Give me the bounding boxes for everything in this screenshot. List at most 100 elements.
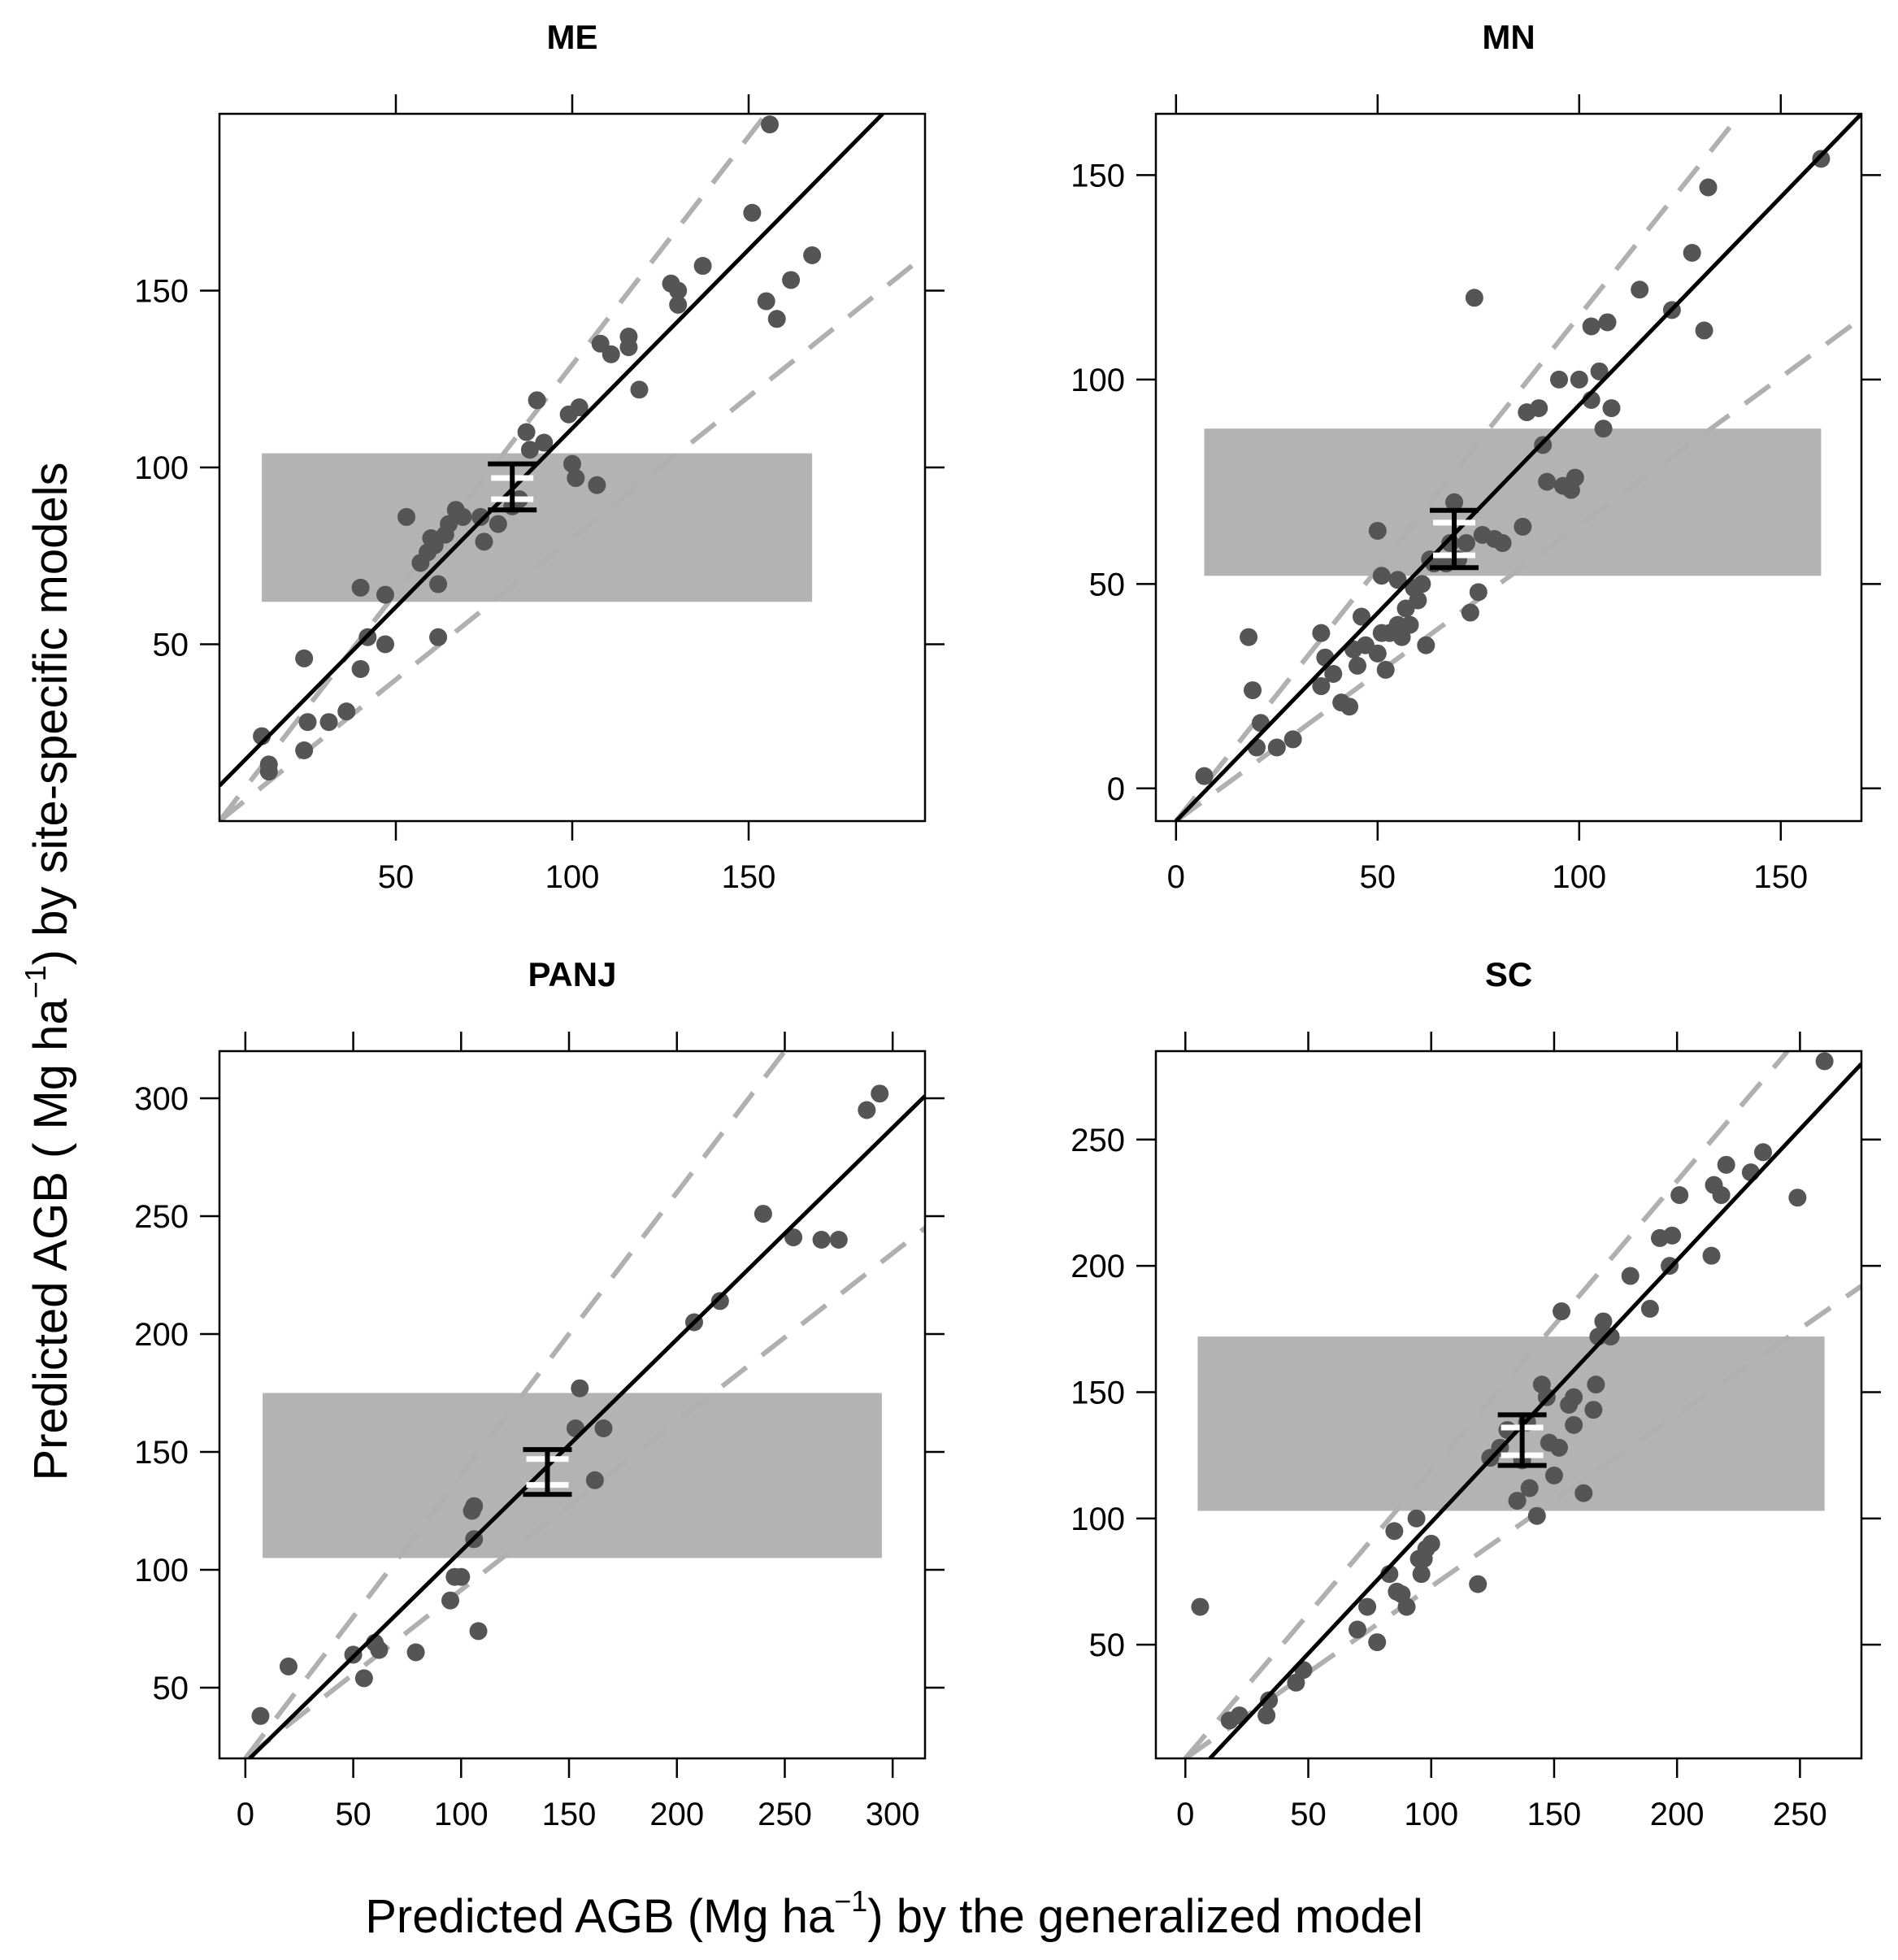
x-tick-label: 150 xyxy=(722,859,776,895)
data-point xyxy=(585,1471,604,1489)
data-point xyxy=(351,578,370,597)
data-point xyxy=(1195,767,1214,785)
x-tick-label: 100 xyxy=(545,859,600,895)
x-tick-label: 150 xyxy=(542,1797,597,1832)
data-point xyxy=(1602,399,1621,418)
data-point xyxy=(1409,591,1427,610)
data-point xyxy=(594,1419,613,1437)
plot-area xyxy=(243,1051,925,1758)
x-tick-label: 100 xyxy=(1404,1797,1458,1832)
data-point xyxy=(1621,1267,1640,1285)
data-point xyxy=(1815,1052,1834,1071)
data-point xyxy=(784,1228,803,1247)
panel-frame xyxy=(218,1050,927,1760)
y-tick-label: 150 xyxy=(1071,1375,1125,1410)
data-point xyxy=(1397,1597,1416,1616)
data-point xyxy=(782,271,801,289)
dashed-lower-line xyxy=(1184,1284,1861,1758)
panel-frame xyxy=(1154,112,1863,823)
data-point xyxy=(259,763,278,781)
y-tick-label: 150 xyxy=(134,274,189,310)
data-point xyxy=(1465,289,1483,307)
dashed-lower-line xyxy=(244,1226,925,1758)
data-point xyxy=(489,515,507,533)
x-tick-label: 50 xyxy=(1360,859,1396,895)
data-point xyxy=(1584,1401,1603,1419)
data-point xyxy=(429,575,448,593)
mean-errorbar xyxy=(523,1447,572,1497)
data-point xyxy=(295,649,314,667)
y-tick-label: 100 xyxy=(134,450,189,486)
data-point xyxy=(1368,644,1387,663)
panel-title: SC xyxy=(1485,955,1532,993)
data-point xyxy=(1349,1620,1366,1639)
data-point xyxy=(767,310,786,328)
data-point xyxy=(1368,1633,1387,1652)
panel-me: ME 50 100 150 50 100 150 xyxy=(134,18,945,895)
plot-area xyxy=(1174,114,1861,821)
data-point xyxy=(1631,280,1649,299)
data-point xyxy=(1191,1597,1210,1616)
panel-sc: SC 0 50 100 150 200 250 50 100 150 200 250 xyxy=(1071,955,1881,1832)
data-point xyxy=(376,585,394,604)
data-point xyxy=(1358,1597,1377,1616)
data-point xyxy=(1469,1575,1488,1593)
data-point xyxy=(1527,1506,1546,1525)
x-tick-label: 0 xyxy=(237,1797,254,1832)
x-tick-label: 100 xyxy=(1552,859,1606,895)
fit-line xyxy=(1208,1062,1861,1758)
x-tick-label: 250 xyxy=(758,1797,812,1832)
data-point xyxy=(1587,1375,1605,1394)
data-point xyxy=(669,295,688,314)
y-tick-label: 200 xyxy=(134,1317,189,1353)
panel-frame xyxy=(1154,1050,1863,1760)
data-point xyxy=(871,1084,889,1103)
plot-area xyxy=(1184,1051,1861,1758)
fit-line xyxy=(248,1094,925,1758)
data-point xyxy=(1257,1706,1276,1725)
data-point xyxy=(1316,648,1335,667)
data-point xyxy=(406,1643,425,1662)
y-tick-label: 300 xyxy=(134,1081,189,1117)
data-point xyxy=(454,507,472,526)
data-point xyxy=(710,1292,729,1310)
x-tick-label: 50 xyxy=(335,1797,371,1832)
data-point xyxy=(1812,150,1831,168)
range-band xyxy=(1204,428,1822,576)
y-tick-label: 250 xyxy=(134,1199,189,1235)
data-point xyxy=(1407,1509,1426,1528)
data-point xyxy=(567,469,585,488)
x-tick-label: 300 xyxy=(866,1797,920,1832)
y-tick-label: 250 xyxy=(1071,1123,1125,1158)
data-point xyxy=(1640,1299,1659,1318)
data-point xyxy=(1340,698,1359,716)
x-tick-label: 200 xyxy=(649,1797,704,1832)
data-point xyxy=(1601,1328,1620,1346)
plot-area xyxy=(219,114,925,821)
data-point xyxy=(858,1101,876,1119)
data-point xyxy=(1508,1492,1527,1510)
data-point xyxy=(1248,738,1266,757)
data-point xyxy=(319,713,338,732)
data-point xyxy=(1712,1186,1731,1205)
data-point xyxy=(452,1567,471,1586)
data-point xyxy=(1754,1143,1773,1162)
data-point xyxy=(1553,1302,1571,1321)
range-band xyxy=(262,453,813,602)
data-point xyxy=(279,1657,298,1675)
data-point xyxy=(1385,1522,1404,1541)
data-point xyxy=(1594,419,1613,438)
dashed-upper-line xyxy=(1184,1051,1790,1758)
x-tick-label: 100 xyxy=(434,1797,489,1832)
data-point xyxy=(1788,1189,1807,1207)
data-point xyxy=(1514,517,1532,536)
data-point xyxy=(757,292,775,311)
x-tick-label: 200 xyxy=(1650,1797,1705,1832)
data-point xyxy=(570,398,589,417)
data-point xyxy=(441,1591,460,1610)
data-point xyxy=(1538,472,1557,491)
data-point xyxy=(1699,178,1718,197)
y-tick-label: 150 xyxy=(134,1435,189,1471)
data-point xyxy=(535,433,554,452)
data-point xyxy=(1376,660,1395,679)
